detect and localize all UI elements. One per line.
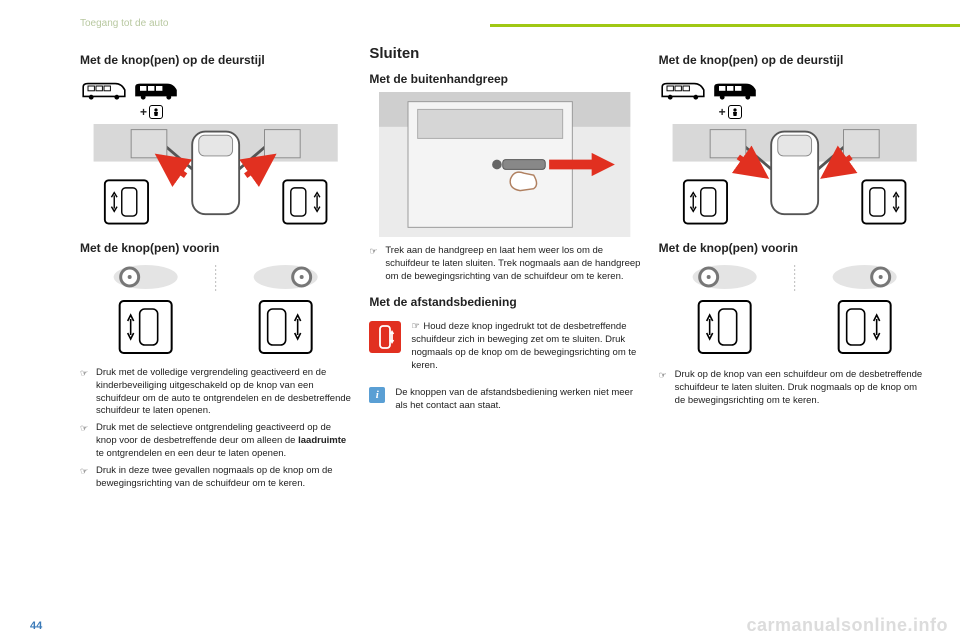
col1-bullet-1: Druk met de volledige vergrendeling geac… [80, 367, 351, 418]
plus-childseat-icon: + [140, 105, 351, 119]
col2-handle-bullets: Trek aan de handgreep en laat hem weer l… [369, 245, 640, 287]
remote-instruction: ☞Houd deze knop ingedrukt tot de desbetr… [369, 321, 640, 372]
col3-bullets: Druk op de knop van een schuifdeur om de… [659, 369, 930, 411]
remote-text: ☞Houd deze knop ingedrukt tot de desbetr… [411, 321, 640, 372]
info-text: De knoppen van de afstandsbediening werk… [395, 387, 640, 413]
side-door-illustration [369, 92, 640, 237]
child-seat-icon [149, 105, 163, 119]
van-outline-icon [659, 77, 707, 103]
topdown-open-diagram [80, 123, 351, 233]
plus-sign: + [140, 105, 147, 119]
front-panel-diagram-1 [80, 261, 351, 361]
page-content: Met de knop(pen) op de deurstijl + [80, 45, 930, 615]
van-solid-icon [132, 77, 180, 103]
col3-vehicle-icons [659, 77, 930, 103]
watermark: carmanualsonline.info [746, 615, 948, 636]
info-note: i De knoppen van de afstandsbediening we… [369, 387, 640, 413]
breadcrumb: Toegang tot de auto [80, 18, 168, 29]
plus-sign: + [719, 105, 726, 119]
header-rule [490, 24, 960, 27]
col1-heading-pillar: Met de knop(pen) op de deurstijl [80, 53, 351, 67]
col1-vehicle-icons [80, 77, 351, 103]
col2-h1: Sluiten [369, 45, 640, 62]
column-2: Sluiten Met de buitenhandgreep Trek aan … [369, 45, 640, 615]
column-3: Met de knop(pen) op de deurstijl + [659, 45, 930, 615]
col1-heading-front: Met de knop(pen) voorin [80, 241, 351, 255]
topdown-close-diagram [659, 123, 930, 233]
page-number: 44 [30, 620, 42, 632]
col3-heading-front: Met de knop(pen) voorin [659, 241, 930, 255]
van-solid-icon [711, 77, 759, 103]
col2-heading-remote: Met de afstandsbediening [369, 295, 640, 309]
col1-bullets: Druk met de volledige vergrendeling geac… [80, 367, 351, 494]
column-1: Met de knop(pen) op de deurstijl + [80, 45, 351, 615]
col1-bullet-2: Druk met de selectieve ontgrendeling gea… [80, 422, 351, 460]
van-outline-icon [80, 77, 128, 103]
info-icon: i [369, 387, 385, 403]
remote-close-icon [369, 321, 401, 353]
col2-handle-bullet-1: Trek aan de handgreep en laat hem weer l… [369, 245, 640, 283]
col2-heading-handle: Met de buitenhandgreep [369, 72, 640, 86]
front-panel-diagram-3 [659, 261, 930, 361]
col3-bullet-1: Druk op de knop van een schuifdeur om de… [659, 369, 930, 407]
col3-heading-pillar: Met de knop(pen) op de deurstijl [659, 53, 930, 67]
plus-childseat-icon-3: + [719, 105, 930, 119]
child-seat-icon [728, 105, 742, 119]
col1-bullet-3: Druk in deze twee gevallen nogmaals op d… [80, 465, 351, 491]
